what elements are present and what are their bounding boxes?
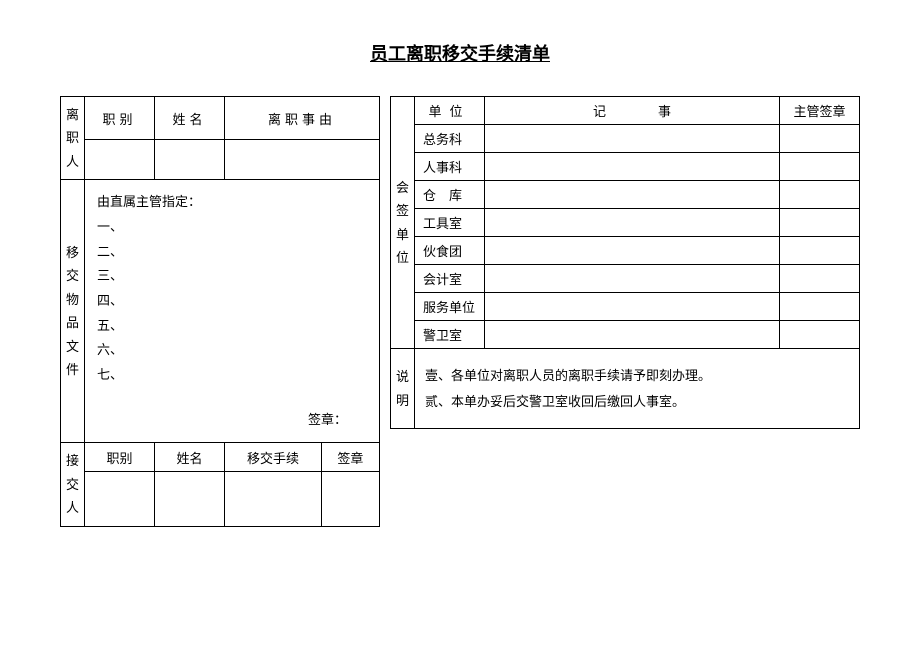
item-2: 二、 — [97, 240, 367, 265]
item-5: 五、 — [97, 314, 367, 339]
unit-4: 工具室 — [415, 209, 485, 237]
reason-header: 离职事由 — [225, 97, 380, 140]
name-value — [155, 140, 225, 180]
right-table: 会签单位 单位 记 事 主管签章 总务科 人事科 仓 库 工具室 伙食团 会计室… — [390, 96, 860, 429]
record-5 — [485, 237, 780, 265]
unit-1: 总务科 — [415, 125, 485, 153]
recv-position-header: 职别 — [85, 443, 155, 471]
supervisor-header: 主管签章 — [780, 97, 860, 125]
sup-1 — [780, 125, 860, 153]
receiving-person-label: 接交人 — [61, 443, 85, 526]
unit-5: 伙食团 — [415, 237, 485, 265]
recv-procedure-value — [225, 471, 322, 526]
items-intro: 由直属主管指定： — [97, 190, 367, 215]
record-6 — [485, 265, 780, 293]
notes-label: 说明 — [391, 349, 415, 429]
name-header: 姓名 — [155, 97, 225, 140]
record-4 — [485, 209, 780, 237]
unit-8: 警卫室 — [415, 321, 485, 349]
sup-4 — [780, 209, 860, 237]
unit-7: 服务单位 — [415, 293, 485, 321]
unit-3: 仓 库 — [415, 181, 485, 209]
recv-signature-value — [321, 471, 379, 526]
record-2 — [485, 153, 780, 181]
recv-position-value — [85, 471, 155, 526]
item-3: 三、 — [97, 264, 367, 289]
record-1 — [485, 125, 780, 153]
right-panel: 会签单位 单位 记 事 主管签章 总务科 人事科 仓 库 工具室 伙食团 会计室… — [390, 96, 860, 527]
recv-procedure-header: 移交手续 — [225, 443, 322, 471]
reason-value — [225, 140, 380, 180]
position-value — [85, 140, 155, 180]
recv-signature-header: 签章 — [321, 443, 379, 471]
handover-items-cell: 由直属主管指定： 一、 二、 三、 四、 五、 六、 七、 签章： — [85, 180, 380, 443]
sup-2 — [780, 153, 860, 181]
note-1: 壹、各单位对离职人员的离职手续请予即刻办理。 — [425, 363, 849, 389]
item-7: 七、 — [97, 363, 367, 388]
sup-8 — [780, 321, 860, 349]
items-signature-label: 签章： — [97, 408, 367, 433]
item-6: 六、 — [97, 338, 367, 363]
position-header: 职别 — [85, 97, 155, 140]
record-7 — [485, 293, 780, 321]
record-3 — [485, 181, 780, 209]
form-container: 离职人 职别 姓名 离职事由 移交物品文件 由直属主管指定： 一、 二、 三、 … — [60, 96, 860, 527]
sup-7 — [780, 293, 860, 321]
sup-5 — [780, 237, 860, 265]
departing-person-label: 离职人 — [61, 97, 85, 180]
sup-3 — [780, 181, 860, 209]
handover-items-label: 移交物品文件 — [61, 180, 85, 443]
notes-cell: 壹、各单位对离职人员的离职手续请予即刻办理。 贰、本单办妥后交警卫室收回后缴回人… — [415, 349, 860, 429]
left-table: 离职人 职别 姓名 离职事由 移交物品文件 由直属主管指定： 一、 二、 三、 … — [60, 96, 380, 527]
record-header: 记 事 — [485, 97, 780, 125]
note-2: 贰、本单办妥后交警卫室收回后缴回人事室。 — [425, 389, 849, 415]
countersign-label: 会签单位 — [391, 97, 415, 349]
unit-2: 人事科 — [415, 153, 485, 181]
left-panel: 离职人 职别 姓名 离职事由 移交物品文件 由直属主管指定： 一、 二、 三、 … — [60, 96, 380, 527]
unit-6: 会计室 — [415, 265, 485, 293]
recv-name-header: 姓名 — [155, 443, 225, 471]
item-1: 一、 — [97, 215, 367, 240]
item-4: 四、 — [97, 289, 367, 314]
recv-name-value — [155, 471, 225, 526]
unit-header: 单位 — [415, 97, 485, 125]
page-title: 员工离职移交手续清单 — [60, 40, 860, 66]
sup-6 — [780, 265, 860, 293]
record-8 — [485, 321, 780, 349]
